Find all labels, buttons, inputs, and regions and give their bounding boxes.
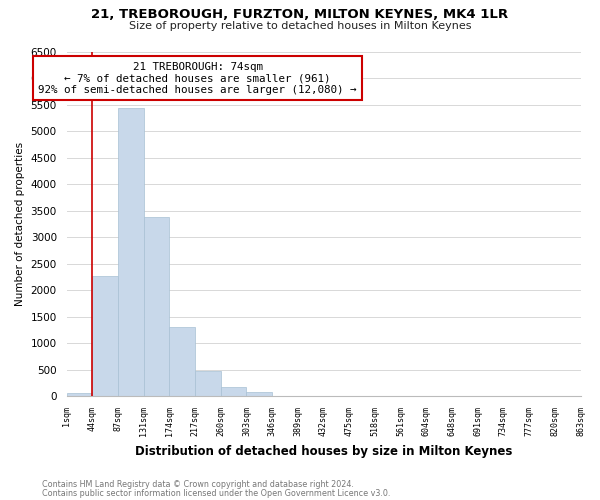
Bar — [118, 108, 143, 397]
Y-axis label: Number of detached properties: Number of detached properties — [15, 142, 25, 306]
Bar — [67, 392, 92, 396]
Bar — [143, 217, 169, 396]
Bar — [169, 328, 195, 396]
Text: Contains public sector information licensed under the Open Government Licence v3: Contains public sector information licen… — [42, 489, 391, 498]
Text: 21 TREBOROUGH: 74sqm
← 7% of detached houses are smaller (961)
92% of semi-detac: 21 TREBOROUGH: 74sqm ← 7% of detached ho… — [38, 62, 357, 95]
X-axis label: Distribution of detached houses by size in Milton Keynes: Distribution of detached houses by size … — [135, 444, 512, 458]
Bar — [92, 276, 118, 396]
Text: Contains HM Land Registry data © Crown copyright and database right 2024.: Contains HM Land Registry data © Crown c… — [42, 480, 354, 489]
Text: 21, TREBOROUGH, FURZTON, MILTON KEYNES, MK4 1LR: 21, TREBOROUGH, FURZTON, MILTON KEYNES, … — [91, 8, 509, 20]
Bar — [221, 386, 247, 396]
Text: Size of property relative to detached houses in Milton Keynes: Size of property relative to detached ho… — [129, 21, 471, 31]
Bar — [195, 371, 221, 396]
Bar — [247, 392, 272, 396]
